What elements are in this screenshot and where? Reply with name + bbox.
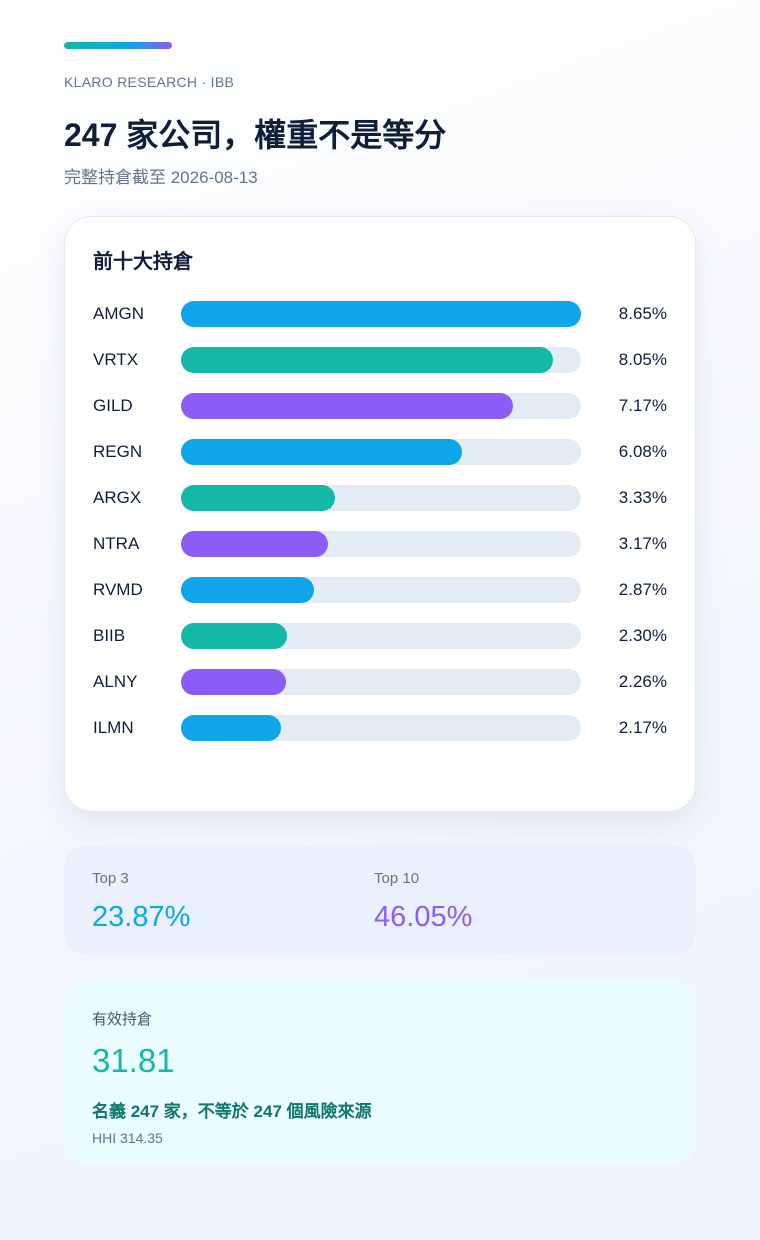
category-label: REGN: [93, 442, 143, 461]
bar: [181, 393, 513, 419]
category-label: ALNY: [93, 672, 138, 691]
bar: [181, 485, 335, 511]
value-label: 3.17%: [618, 534, 667, 553]
chart-card: 前十大持倉 AMGN 8.65% VRTX 8.05% GILD 7.17% REGN 6.0…: [64, 216, 696, 812]
category-label: ARGX: [93, 488, 142, 507]
category-label: GILD: [93, 396, 133, 415]
bar: [181, 715, 282, 741]
stat-value: 23.87%: [92, 901, 191, 933]
value-label: 7.17%: [618, 396, 667, 415]
value-label: 2.87%: [618, 580, 667, 599]
bar: [181, 577, 314, 603]
effective-note: 名義 247 家，不等於 247 個風險來源: [92, 1102, 372, 1121]
value-label: 8.65%: [618, 304, 667, 323]
bar: [181, 301, 581, 327]
category-label: ILMN: [93, 718, 134, 737]
accent-bar: [64, 42, 172, 49]
chart-title: 前十大持倉: [93, 251, 193, 273]
bar: [181, 669, 286, 695]
stats-panel: Top 3 23.87% Top 10 46.05%: [64, 845, 696, 955]
bar-track: [181, 347, 581, 373]
effective-value: 31.81: [92, 1042, 175, 1079]
effective-label: 有效持倉: [92, 1011, 153, 1028]
bar: [181, 623, 288, 649]
stat-value: 46.05%: [374, 901, 473, 933]
effective-panel: 有效持倉 31.81 名義 247 家，不等於 247 個風險來源 HHI 31…: [64, 980, 696, 1164]
bar-track: [181, 301, 581, 327]
bar: [181, 347, 554, 373]
stat-label: Top 10: [374, 870, 420, 887]
subtitle: 完整持倉截至 2026-08-13: [64, 168, 258, 187]
category-label: AMGN: [93, 304, 144, 323]
category-label: BIIB: [93, 626, 126, 645]
bar: [181, 531, 328, 557]
bar-track: [181, 669, 581, 695]
value-label: 2.26%: [618, 672, 667, 691]
bar-track: [181, 715, 581, 741]
value-label: 2.30%: [618, 626, 667, 645]
value-label: 3.33%: [618, 488, 667, 507]
value-label: 2.17%: [618, 718, 667, 737]
category-label: NTRA: [93, 534, 140, 553]
bar-track: [181, 531, 581, 557]
bar: [181, 439, 463, 465]
value-label: 8.05%: [618, 350, 667, 369]
page-title: 247 家公司，權重不是等分: [64, 117, 447, 153]
category-label: RVMD: [93, 580, 143, 599]
bar-track: [181, 623, 581, 649]
bar-track: [181, 439, 581, 465]
category-label: VRTX: [93, 350, 139, 369]
bar-track: [181, 485, 581, 511]
bar-track: [181, 577, 581, 603]
value-label: 6.08%: [618, 442, 667, 461]
bar-track: [181, 393, 581, 419]
stat-label: Top 3: [92, 870, 129, 887]
hhi: HHI 314.35: [92, 1130, 163, 1146]
brand: KLARO RESEARCH · IBB: [64, 74, 235, 90]
